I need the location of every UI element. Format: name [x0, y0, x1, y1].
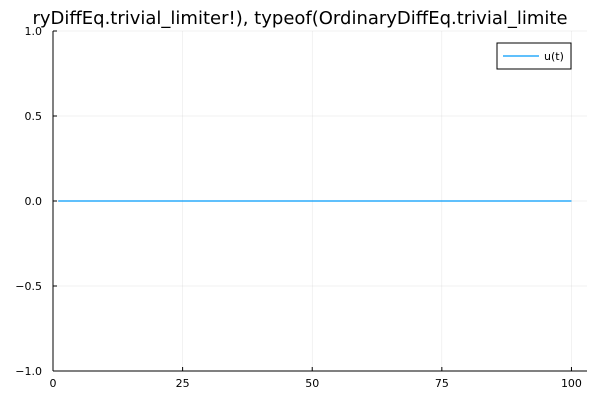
y-tick-label: 1.0 — [25, 25, 43, 38]
y-tick-label: 0.0 — [25, 195, 43, 208]
y-tick-label: −1.0 — [15, 365, 42, 378]
y-tick-label: −0.5 — [15, 280, 42, 293]
legend: u(t) — [496, 42, 572, 70]
x-tick-label: 25 — [176, 377, 190, 390]
chart-title: ryDiffEq.trivial_limiter!), typeof(Ordin… — [32, 8, 567, 29]
x-ticks: 0 25 50 75 100 — [50, 367, 582, 390]
x-tick-label: 100 — [561, 377, 582, 390]
x-tick-label: 75 — [435, 377, 449, 390]
y-tick-label: 0.5 — [25, 110, 43, 123]
x-tick-label: 0 — [50, 377, 57, 390]
y-ticks: −1.0 −0.5 0.0 0.5 1.0 — [15, 25, 57, 378]
legend-label: u(t) — [544, 50, 564, 63]
x-tick-label: 50 — [305, 377, 319, 390]
